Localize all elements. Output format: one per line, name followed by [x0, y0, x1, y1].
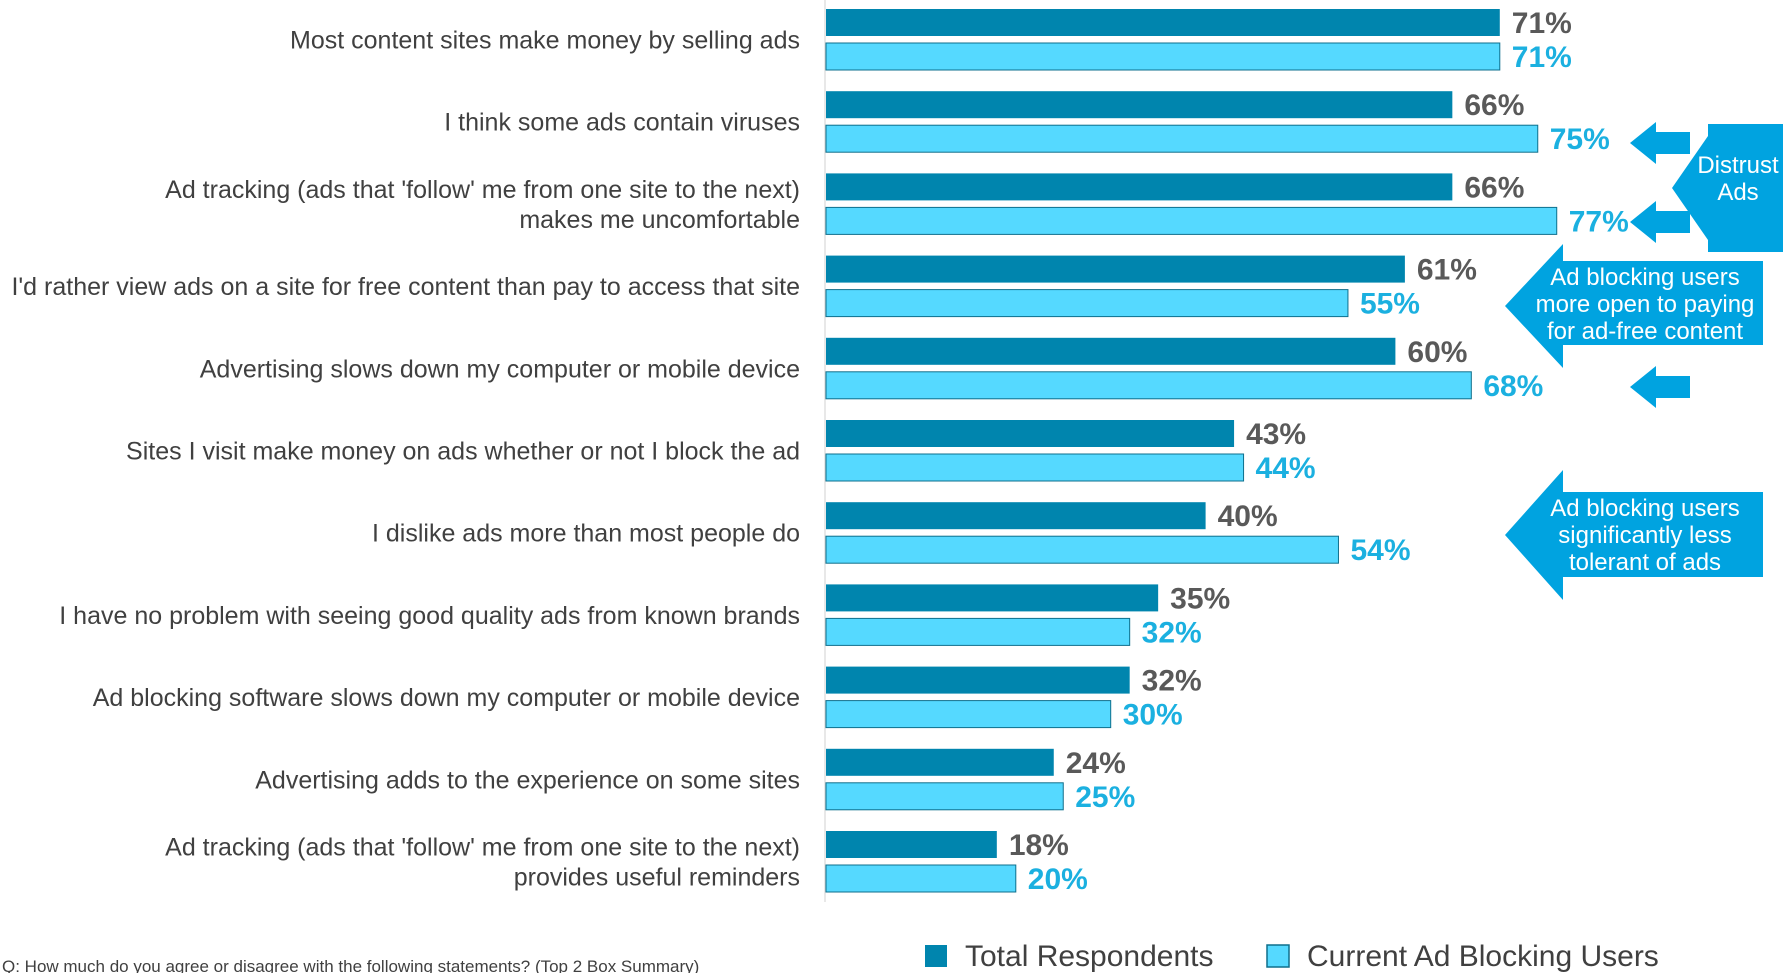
category-label: Advertising adds to the experience on so… — [255, 766, 800, 794]
category-label: Ad tracking (ads that 'follow' me from o… — [165, 176, 800, 234]
callout-distrust-ads-label: Distrust Ads — [1697, 152, 1779, 206]
data-label: 61% — [1417, 254, 1477, 287]
data-label: 25% — [1075, 781, 1135, 814]
bar-ad-blocking-users — [825, 124, 1539, 153]
arrow-icon — [1630, 201, 1690, 243]
data-label: 66% — [1464, 171, 1524, 204]
bar-ad-blocking-users — [825, 42, 1501, 71]
callout-less-tolerant-label: Ad blocking users significantly less toler… — [1550, 495, 1739, 576]
data-label: 44% — [1256, 452, 1316, 485]
bar-total-respondents — [826, 173, 1453, 201]
data-label: 66% — [1464, 89, 1524, 122]
arrow-icon — [1630, 366, 1690, 408]
data-label: 75% — [1550, 123, 1610, 156]
category-label: Most content sites make money by selling… — [290, 27, 800, 55]
bars-layer: Most content sites make money by selling… — [11, 7, 1628, 896]
bar-total-respondents — [826, 337, 1396, 365]
category-label: I'd rather view ads on a site for free c… — [11, 273, 800, 301]
callout-open-to-paying-label: Ad blocking users more open to paying for … — [1536, 264, 1755, 345]
bar-total-respondents — [826, 91, 1453, 119]
legend-label: Total Respondents — [965, 940, 1214, 973]
data-label: 30% — [1123, 699, 1183, 732]
bar-ad-blocking-users — [825, 782, 1064, 811]
bar-ad-blocking-users — [825, 617, 1131, 646]
data-label: 71% — [1512, 41, 1572, 74]
bar-total-respondents — [826, 420, 1235, 447]
category-label: Ad tracking (ads that 'follow' me from o… — [165, 834, 800, 892]
data-label: 55% — [1360, 288, 1420, 321]
callout-distrust-ads — [1672, 124, 1783, 252]
bar-ad-blocking-users — [825, 289, 1349, 318]
data-label: 77% — [1569, 205, 1629, 238]
bar-total-respondents — [826, 502, 1206, 530]
legend-label: Current Ad Blocking Users — [1307, 940, 1659, 973]
data-label: 20% — [1028, 863, 1088, 896]
legend-swatch — [1266, 944, 1290, 968]
data-label: 43% — [1246, 418, 1306, 451]
callout-open-to-paying — [1505, 244, 1763, 368]
bar-ad-blocking-users — [825, 864, 1017, 893]
footnote: Q: How much do you agree or disagree wit… — [2, 957, 699, 973]
bar-total-respondents — [826, 748, 1054, 776]
data-label: 68% — [1483, 370, 1543, 403]
callout-less-tolerant — [1505, 470, 1763, 600]
bar-total-respondents — [826, 584, 1159, 612]
bar-ad-blocking-users — [825, 535, 1339, 564]
category-label: I dislike ads more than most people do — [372, 520, 800, 548]
bar-ad-blocking-users — [825, 453, 1245, 482]
bar-total-respondents — [826, 831, 997, 858]
callouts-layer: Distrust Ads Ad blocking users more open to… — [1505, 122, 1783, 600]
data-label: 18% — [1009, 829, 1069, 862]
category-label: I have no problem with seeing good quali… — [59, 602, 800, 630]
data-label: 32% — [1142, 665, 1202, 698]
legend-swatch — [925, 945, 947, 967]
bar-total-respondents — [826, 9, 1500, 36]
data-label: 60% — [1407, 336, 1467, 369]
category-label: Advertising slows down my computer or mo… — [200, 355, 800, 383]
data-label: 54% — [1350, 534, 1410, 567]
bar-ad-blocking-users — [825, 206, 1558, 235]
category-label: I think some ads contain viruses — [444, 109, 800, 137]
bar-ad-blocking-users — [825, 371, 1472, 400]
category-label: Sites I visit make money on ads whether … — [126, 438, 800, 466]
bar-total-respondents — [826, 255, 1405, 283]
data-label: 71% — [1512, 7, 1572, 40]
data-label: 32% — [1142, 616, 1202, 649]
legend: Total Respondents Current Ad Blocking Use… — [925, 940, 1659, 973]
bar-ad-blocking-users — [825, 700, 1112, 729]
data-label: 35% — [1170, 582, 1230, 615]
data-label: 24% — [1066, 747, 1126, 780]
arrow-icon — [1630, 122, 1690, 164]
data-label: 40% — [1218, 500, 1278, 533]
category-label: Ad blocking software slows down my compu… — [93, 684, 800, 712]
bar-total-respondents — [826, 666, 1130, 694]
